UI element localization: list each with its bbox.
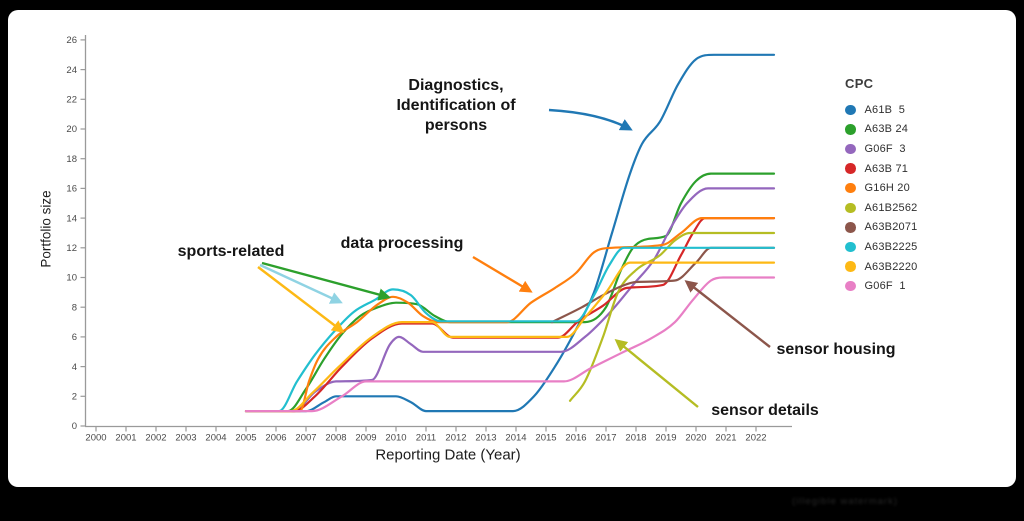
legend-swatch-icon	[845, 241, 856, 253]
legend-items: A61B 5 A63B 24 G06F 3 A63B 71 G16H 20 A61B256…	[845, 100, 1010, 296]
legend-swatch-icon	[845, 280, 856, 292]
legend-swatch-icon	[845, 143, 856, 155]
y-axis-title: Portfolio size	[38, 190, 54, 268]
legend-item: A63B2071	[845, 218, 1010, 238]
legend-item: A63B 24	[845, 120, 1010, 140]
legend-item: A61B2562	[845, 198, 1010, 218]
x-axis-title: Reporting Date (Year)	[375, 446, 521, 464]
annotation-sensor-housing: sensor housing	[776, 341, 896, 358]
legend-swatch-icon	[845, 104, 856, 116]
legend-item: A63B 71	[845, 159, 1010, 179]
legend-item: A63B2220	[845, 257, 1010, 277]
watermark-text: (illegible watermark)	[792, 496, 898, 507]
legend-item: A61B 5	[845, 100, 1010, 120]
legend-swatch-icon	[845, 182, 856, 194]
legend-swatch-icon	[845, 163, 856, 174]
legend-label: A63B2071	[864, 221, 918, 234]
legend-item: G06F 1	[845, 276, 1010, 296]
legend-item: A63B2225	[845, 237, 1010, 257]
annotation-data-processing: data processing	[340, 235, 464, 252]
legend-label: A63B 24	[864, 123, 909, 136]
legend-label: G06F 1	[864, 280, 906, 293]
annotation-diagnostics: Diagnostics, Identification of persons	[396, 77, 516, 134]
legend-swatch-icon	[845, 261, 856, 272]
legend-label: A63B2225	[864, 240, 918, 253]
legend-label: A63B2220	[864, 260, 918, 273]
legend-label: G16H 20	[864, 182, 910, 195]
legend-label: A63B 71	[864, 162, 909, 175]
legend-title: CPC	[845, 76, 874, 91]
legend-swatch-icon	[845, 222, 856, 233]
legend-label: G06F 3	[864, 142, 906, 155]
legend: CPC A61B 5 A63B 24 G06F 3 A63B 71 G16H 20 A61…	[845, 76, 1010, 296]
legend-item: G16H 20	[845, 178, 1010, 198]
legend-swatch-icon	[845, 124, 856, 135]
legend-label: A61B2562	[864, 201, 918, 214]
legend-swatch-icon	[845, 202, 856, 214]
legend-item: G06F 3	[845, 139, 1010, 159]
legend-label: A61B 5	[864, 103, 906, 116]
annotation-sensor-details: sensor details	[711, 402, 819, 419]
annotation-sports-related: sports-related	[177, 243, 285, 260]
